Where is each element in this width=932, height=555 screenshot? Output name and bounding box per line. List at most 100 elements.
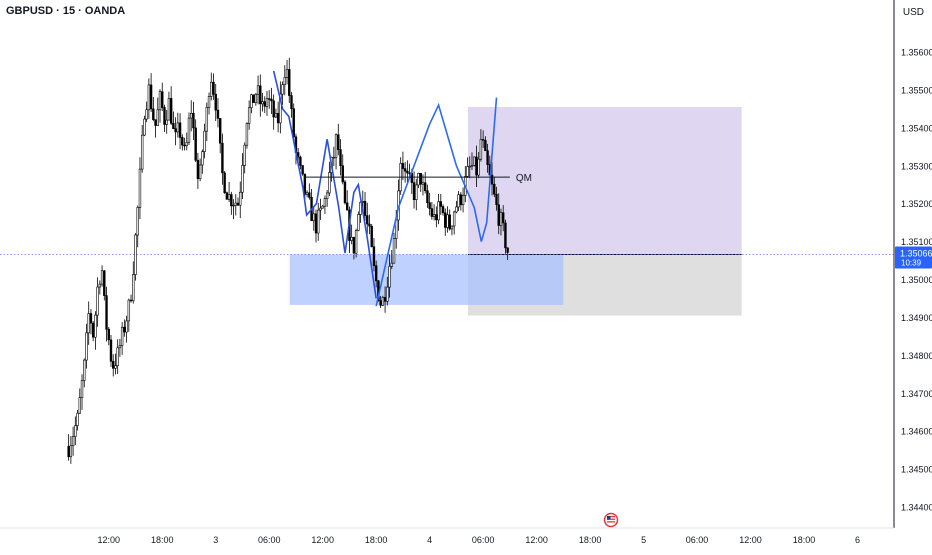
candle-body xyxy=(114,365,117,369)
candle-body xyxy=(161,91,164,108)
candle-body xyxy=(468,165,471,168)
candle-body xyxy=(125,320,128,333)
candle-body xyxy=(212,81,215,95)
candle-body xyxy=(230,194,233,207)
candle-body xyxy=(214,93,217,111)
price-tick-label: 1.35300 xyxy=(901,161,932,171)
candle-body xyxy=(140,134,144,170)
us-flag-icon[interactable] xyxy=(603,512,619,528)
candle-body xyxy=(386,286,389,302)
candle-body xyxy=(334,134,338,158)
candle-body xyxy=(85,332,88,361)
symbol-title[interactable]: GBPUSD · 15 · OANDA xyxy=(6,5,126,17)
candle-body xyxy=(129,299,133,302)
time-tick-label: 12:00 xyxy=(97,535,120,545)
candle-body xyxy=(506,247,509,253)
currency-label[interactable]: USD xyxy=(902,7,924,18)
price-tick-label: 1.35200 xyxy=(901,199,932,209)
candle-body xyxy=(138,168,142,208)
qm-label: QM xyxy=(516,173,532,184)
candle-body xyxy=(227,194,231,200)
candle-body xyxy=(145,109,148,120)
candle-body xyxy=(172,123,175,129)
candle-body xyxy=(323,198,327,207)
candle-body xyxy=(123,326,126,333)
time-tick-label: 3 xyxy=(213,535,218,545)
price-tick-label: 1.34800 xyxy=(901,351,932,361)
candle-body xyxy=(120,326,124,346)
candle-body xyxy=(103,270,106,296)
candle-body xyxy=(388,266,391,288)
candle-body xyxy=(446,214,449,228)
time-tick-label: 06:00 xyxy=(472,535,495,545)
candle-body xyxy=(263,101,266,107)
candle-body xyxy=(181,137,184,146)
candle-body xyxy=(299,156,302,166)
candle-body xyxy=(96,286,99,316)
candle-body xyxy=(339,149,342,166)
price-tick-label: 1.34600 xyxy=(901,427,932,437)
candle-body xyxy=(403,168,407,172)
candle-body xyxy=(450,225,454,230)
candle-body xyxy=(312,213,315,222)
candle-body xyxy=(379,300,382,306)
candle-body xyxy=(428,202,431,209)
candle-body xyxy=(167,98,171,121)
price-tick-label: 1.34900 xyxy=(901,313,932,323)
candle-body xyxy=(154,119,157,126)
candle-body xyxy=(314,213,318,234)
candle-body xyxy=(343,181,347,204)
candle-body xyxy=(98,283,102,288)
candle-body xyxy=(290,95,293,109)
candle-body xyxy=(270,98,273,102)
candle-body xyxy=(381,297,385,306)
candle-body xyxy=(210,81,213,97)
candle-body xyxy=(332,156,336,159)
time-tick-label: 12:00 xyxy=(525,535,548,545)
demand-zone[interactable] xyxy=(289,254,564,305)
candle-body xyxy=(250,94,253,109)
zigzag-line-right[interactable] xyxy=(375,97,498,307)
candle-body xyxy=(325,192,329,199)
candle-body xyxy=(372,246,376,266)
time-tick-label: 06:00 xyxy=(258,535,281,545)
candle-body xyxy=(504,222,507,249)
candle-body xyxy=(241,165,244,193)
candle-body xyxy=(169,98,173,124)
time-axis[interactable]: 12:00 18:00 3 06:00 12:00 18:00 4 06:00 12:00 18:… xyxy=(97,535,860,545)
candle-body xyxy=(94,314,97,338)
candle-body xyxy=(254,93,258,103)
time-tick-label: 6 xyxy=(855,535,860,545)
candle-body xyxy=(419,173,422,185)
price-tick-label: 1.35000 xyxy=(901,275,932,285)
price-tick-label: 1.35500 xyxy=(901,85,932,95)
candle-body xyxy=(69,445,73,458)
target-zone[interactable] xyxy=(467,106,742,255)
candle-body xyxy=(112,360,115,369)
candle-body xyxy=(481,139,485,141)
candle-body xyxy=(497,204,500,226)
drawings-layer: QM xyxy=(0,70,894,307)
candle-body xyxy=(401,163,405,169)
candle-body xyxy=(67,446,70,458)
price-axis[interactable]: 1.35600 1.35500 1.35400 1.35300 1.35200 1.351… xyxy=(901,48,932,513)
candle-body xyxy=(165,119,168,125)
candle-body xyxy=(225,192,229,200)
time-tick-label: 5 xyxy=(641,535,646,545)
candle-body xyxy=(303,173,307,195)
price-tick-label: 1.35400 xyxy=(901,123,932,133)
candle-body xyxy=(109,339,113,362)
candle-body xyxy=(87,313,90,334)
candle-body xyxy=(370,225,373,247)
candle-body xyxy=(317,209,320,234)
candle-body xyxy=(473,156,476,166)
candle-body xyxy=(366,215,369,225)
candle-body xyxy=(232,204,235,207)
candle-body xyxy=(74,425,77,437)
candle-body xyxy=(243,144,246,166)
candle-body xyxy=(279,93,282,124)
zigzag-line-left[interactable] xyxy=(272,70,377,299)
candle-body xyxy=(134,234,137,275)
